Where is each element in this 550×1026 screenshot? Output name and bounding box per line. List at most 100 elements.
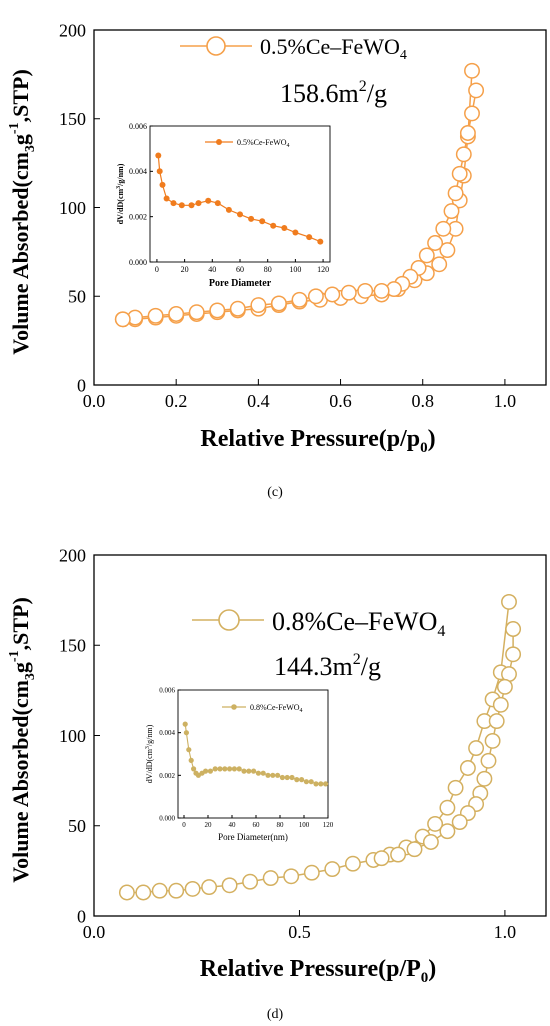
c-inset-data-point [155, 152, 162, 159]
c-main-y-tick-label: 0 [77, 375, 86, 395]
panel-d-inset-legend-label: 0.8%Ce-FeWO4 [250, 703, 303, 714]
d-inset-data-point [251, 768, 257, 774]
c-inset-data-point [205, 197, 212, 204]
c-main-data-point [147, 307, 164, 324]
c-main-x-tick-label: 1.0 [494, 391, 517, 411]
panel-c-inset-legend-label: 0.5%Ce-FeWO4 [237, 138, 290, 149]
c-main-data-point [357, 282, 374, 299]
d-main-data-point [303, 864, 320, 881]
panel-d-x-axis-label: Relative Pressure(p/P0) [200, 956, 437, 986]
c-main-data-point [373, 282, 390, 299]
d-inset-data-point [186, 747, 192, 753]
panel-d-inset-x-ticks: 0 20 40 60 80 100 120 [182, 815, 334, 829]
c-main-data-point [250, 297, 267, 314]
panel-c-inset-y-axis-label: dV/dD(cm3/g/nm) [116, 163, 125, 224]
panel-c-inset-legend: 0.5%Ce-FeWO4 [205, 138, 290, 149]
c-inset-data-point [237, 211, 243, 218]
c-main-data-point [468, 82, 485, 99]
panel-c-caption: (c) [267, 485, 283, 500]
c-main-y-tick-label: 50 [68, 287, 86, 307]
panel-c-inset-series [155, 152, 324, 245]
c-inset-y-tick-label: 0.000 [129, 258, 147, 267]
d-inset-data-point [236, 766, 242, 772]
c-main-data-point [459, 125, 476, 141]
d-inset-data-point [308, 779, 314, 785]
panel-c-y-axis-label: Volume Absorbed(cm3g-1,STP) [7, 69, 38, 355]
d-main-data-point [406, 841, 423, 858]
c-main-data-point [464, 62, 480, 79]
c-inset-data-point [214, 200, 221, 207]
panel-d-inset-legend-marker [231, 704, 237, 710]
d-inset-data-point [265, 772, 271, 778]
panel-d-inset-legend: 0.8%Ce-FeWO4 [222, 703, 303, 714]
d-main-data-point [488, 713, 505, 730]
panel-c-legend-label: 0.5%Ce–FeWO4 [260, 34, 407, 63]
d-inset-y-tick-label: 0.006 [159, 686, 175, 694]
d-inset-data-point [270, 772, 276, 778]
c-main-x-tick-label: 0.8 [411, 391, 434, 411]
d-main-data-point [262, 870, 279, 887]
d-main-data-point [201, 879, 218, 896]
d-inset-data-point [203, 768, 209, 774]
d-inset-data-point [303, 779, 309, 785]
d-inset-data-point [260, 770, 266, 776]
panel-c-inset-legend-marker [216, 139, 222, 145]
c-main-data-point [168, 306, 185, 322]
d-main-data-point [492, 696, 509, 713]
c-main-x-tick-label: 0.4 [247, 391, 270, 411]
panel-c-x-axis-label: Relative Pressure(p/p0) [200, 426, 435, 456]
c-inset-x-tick-label: 100 [289, 265, 301, 274]
c-main-x-tick-label: 0.2 [165, 391, 188, 411]
c-inset-data-point [163, 195, 170, 202]
c-main-x-tick-label: 0.6 [329, 391, 352, 411]
d-main-data-point [439, 799, 456, 816]
panel-d-legend-label: 0.8%Ce–FeWO4 [272, 607, 445, 640]
c-inset-data-point [292, 229, 299, 236]
c-main-data-point [427, 235, 444, 251]
d-inset-data-point [246, 768, 252, 774]
c-main-data-point [188, 304, 205, 321]
d-main-y-tick-label: 50 [68, 816, 86, 836]
d-main-data-point [496, 678, 513, 695]
c-inset-x-tick-label: 80 [264, 265, 272, 274]
d-main-data-point [439, 823, 456, 840]
c-main-data-point [443, 203, 460, 220]
panel-d-inset-series [182, 721, 329, 787]
c-main-data-point [439, 242, 456, 259]
d-inset-data-point [231, 766, 237, 772]
d-inset-x-tick-label: 60 [253, 821, 261, 829]
c-inset-x-tick-label: 20 [181, 265, 189, 274]
d-main-y-tick-label: 200 [59, 545, 86, 565]
c-inset-data-point [156, 168, 163, 175]
d-inset-data-point [207, 768, 213, 774]
c-main-data-point [431, 256, 448, 273]
d-main-data-point [373, 850, 390, 867]
d-main-x-tick-label: 1.0 [494, 922, 517, 942]
panel-c-series [114, 62, 485, 328]
d-main-y-tick-label: 0 [77, 906, 86, 926]
d-inset-y-tick-label: 0.002 [159, 772, 175, 780]
d-inset-data-point [217, 766, 223, 772]
c-main-data-point [270, 295, 287, 312]
d-inset-data-point [299, 777, 305, 783]
panel-c-inset-y-ticks: 0.000 0.002 0.004 0.006 [129, 122, 153, 267]
panel-d-y-ticks: 0 50 100 150 200 [59, 545, 100, 926]
d-inset-data-point [182, 721, 188, 727]
panel-d-inset-y-ticks: 0.000 0.002 0.004 0.006 [159, 686, 181, 822]
panel-c-legend: 0.5%Ce–FeWO4 [180, 34, 407, 63]
d-inset-data-point [183, 730, 189, 736]
panel-c-inset-x-axis-label: Pore Diameter [209, 278, 272, 289]
d-inset-x-tick-label: 0 [182, 821, 186, 829]
d-inset-x-tick-label: 20 [205, 821, 213, 829]
c-main-data-point [291, 291, 308, 308]
c-inset-data-point [270, 222, 277, 229]
c-inset-data-point [317, 238, 324, 245]
d-main-data-point [118, 884, 135, 901]
panel-d-legend-marker [218, 609, 240, 631]
d-main-x-tick-label: 0.0 [83, 922, 106, 942]
c-inset-x-tick-label: 40 [208, 265, 216, 274]
d-main-data-point [390, 846, 407, 863]
c-main-data-point [340, 284, 357, 301]
